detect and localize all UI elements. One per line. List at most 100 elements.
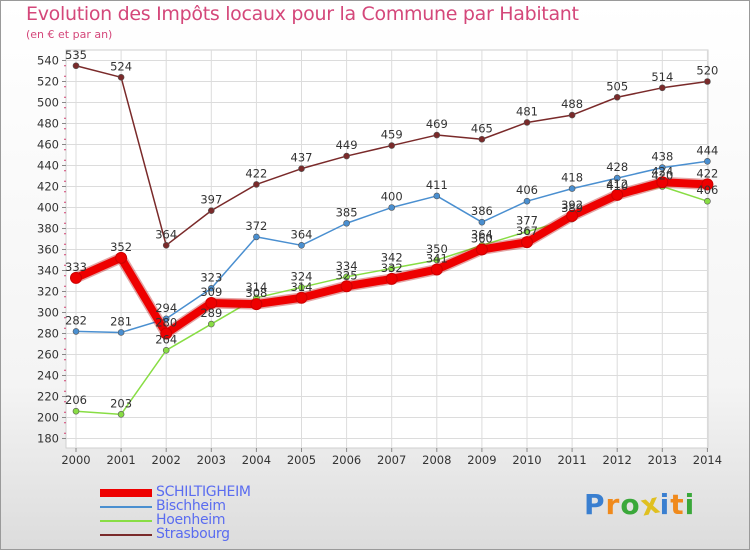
data-point-hoenheim xyxy=(162,346,170,354)
data-label-strasbourg: 535 xyxy=(65,48,87,62)
data-label-bischheim: 281 xyxy=(110,314,132,328)
data-label-schiltigheim: 332 xyxy=(381,261,403,275)
y-tick-label: 340 xyxy=(37,264,59,278)
data-point-strasbourg xyxy=(162,242,170,249)
legend-swatch xyxy=(100,489,152,497)
data-point-hoenheim xyxy=(388,265,396,272)
data-label-hoenheim: 314 xyxy=(245,280,267,294)
x-tick-label: 2012 xyxy=(603,453,632,467)
legend-swatch xyxy=(100,520,152,522)
data-label-bischheim: 444 xyxy=(696,143,718,157)
data-label-bischheim: 294 xyxy=(155,301,177,315)
x-tick-label: 2007 xyxy=(377,453,406,467)
data-point-strasbourg xyxy=(253,181,260,188)
x-tick-label: 2003 xyxy=(197,453,226,467)
data-label-bischheim: 438 xyxy=(651,150,673,164)
data-point-hoenheim xyxy=(72,407,80,415)
x-tick-label: 2000 xyxy=(61,453,90,467)
data-point-schiltigheim xyxy=(611,188,624,201)
y-tick-label: 500 xyxy=(37,96,59,110)
data-point-hoenheim xyxy=(208,320,215,328)
data-label-schiltigheim: 314 xyxy=(291,280,313,294)
data-point-bischheim xyxy=(298,242,305,249)
data-label-strasbourg: 505 xyxy=(606,79,628,93)
data-point-strasbourg xyxy=(704,78,711,85)
legend-label: Strasbourg xyxy=(156,526,230,542)
data-point-schiltigheim xyxy=(385,272,398,285)
data-label-hoenheim: 324 xyxy=(291,269,313,283)
legend-label: SCHILTIGHEIM xyxy=(156,484,251,500)
x-tick-label: 2010 xyxy=(512,453,541,467)
data-point-strasbourg xyxy=(117,74,125,81)
x-tick-label: 2014 xyxy=(693,453,722,467)
data-label-hoenheim: 289 xyxy=(200,306,222,320)
data-label-hoenheim: 377 xyxy=(516,214,538,228)
data-point-bischheim xyxy=(478,218,486,226)
logo-letter: P xyxy=(584,488,606,521)
data-label-hoenheim: 264 xyxy=(155,332,177,346)
data-point-bischheim xyxy=(704,158,711,165)
data-label-bischheim: 411 xyxy=(426,178,448,192)
data-label-schiltigheim: 341 xyxy=(426,251,448,265)
data-point-strasbourg xyxy=(658,84,666,92)
data-label-hoenheim: 334 xyxy=(336,259,358,273)
data-point-schiltigheim xyxy=(566,209,579,222)
data-label-hoenheim: 206 xyxy=(65,393,87,407)
data-point-bischheim xyxy=(433,192,441,200)
data-label-bischheim: 323 xyxy=(200,270,222,284)
chart-title: Evolution des Impôts locaux pour la Comm… xyxy=(26,3,579,25)
data-point-hoenheim xyxy=(117,411,125,418)
data-label-schiltigheim: 308 xyxy=(245,286,267,300)
y-tick-label: 480 xyxy=(37,117,59,131)
data-point-schiltigheim xyxy=(430,263,443,276)
y-tick-label: 440 xyxy=(37,159,59,173)
data-label-bischheim: 418 xyxy=(561,171,583,185)
y-tick-label: 520 xyxy=(37,75,59,89)
y-tick-label: 380 xyxy=(37,222,59,236)
y-tick-label: 280 xyxy=(37,327,59,341)
data-label-hoenheim: 342 xyxy=(381,250,403,264)
data-label-strasbourg: 514 xyxy=(651,70,673,84)
data-label-schiltigheim: 333 xyxy=(65,260,87,274)
x-tick-label: 2008 xyxy=(422,453,451,467)
data-label-hoenheim: 203 xyxy=(110,396,132,410)
data-label-hoenheim: 410 xyxy=(606,179,628,193)
data-label-bischheim: 428 xyxy=(606,160,628,174)
data-label-strasbourg: 469 xyxy=(426,117,448,131)
logo-letter: o xyxy=(620,488,641,521)
y-tick-label: 220 xyxy=(37,390,59,404)
y-tick-label: 540 xyxy=(37,54,59,68)
data-point-bischheim xyxy=(162,315,170,323)
data-point-schiltigheim xyxy=(250,298,263,311)
data-point-strasbourg xyxy=(72,62,80,70)
x-tick-label: 2013 xyxy=(648,453,677,467)
data-label-bischheim: 364 xyxy=(291,227,313,241)
data-point-strasbourg xyxy=(388,142,396,149)
data-point-schiltigheim xyxy=(701,178,714,191)
y-tick-label: 300 xyxy=(37,306,59,320)
data-point-schiltigheim xyxy=(70,271,82,284)
data-point-bischheim xyxy=(72,328,80,335)
x-tick-label: 2001 xyxy=(106,453,135,467)
data-point-bischheim xyxy=(613,174,621,182)
data-label-strasbourg: 459 xyxy=(381,128,403,142)
x-tick-label: 2005 xyxy=(287,453,316,467)
y-tick-label: 180 xyxy=(37,432,59,446)
data-point-schiltigheim xyxy=(521,236,533,249)
data-point-hoenheim xyxy=(523,228,531,235)
x-tick-label: 2006 xyxy=(332,453,361,467)
data-label-strasbourg: 465 xyxy=(471,121,493,135)
legend-label: Bischheim xyxy=(156,498,226,514)
x-tick-label: 2009 xyxy=(467,453,496,467)
data-point-bischheim xyxy=(117,329,125,336)
data-point-strasbourg xyxy=(298,165,305,172)
proxiti-logo: Proxiti xyxy=(584,486,695,522)
data-point-bischheim xyxy=(208,285,215,292)
data-label-hoenheim: 364 xyxy=(471,227,493,241)
data-point-schiltigheim xyxy=(656,176,669,189)
data-label-schiltigheim: 360 xyxy=(471,232,493,246)
data-point-bischheim xyxy=(388,204,396,211)
legend-label: Hoenheim xyxy=(156,512,226,528)
data-label-schiltigheim: 422 xyxy=(696,166,718,180)
data-label-schiltigheim: 309 xyxy=(200,285,222,299)
